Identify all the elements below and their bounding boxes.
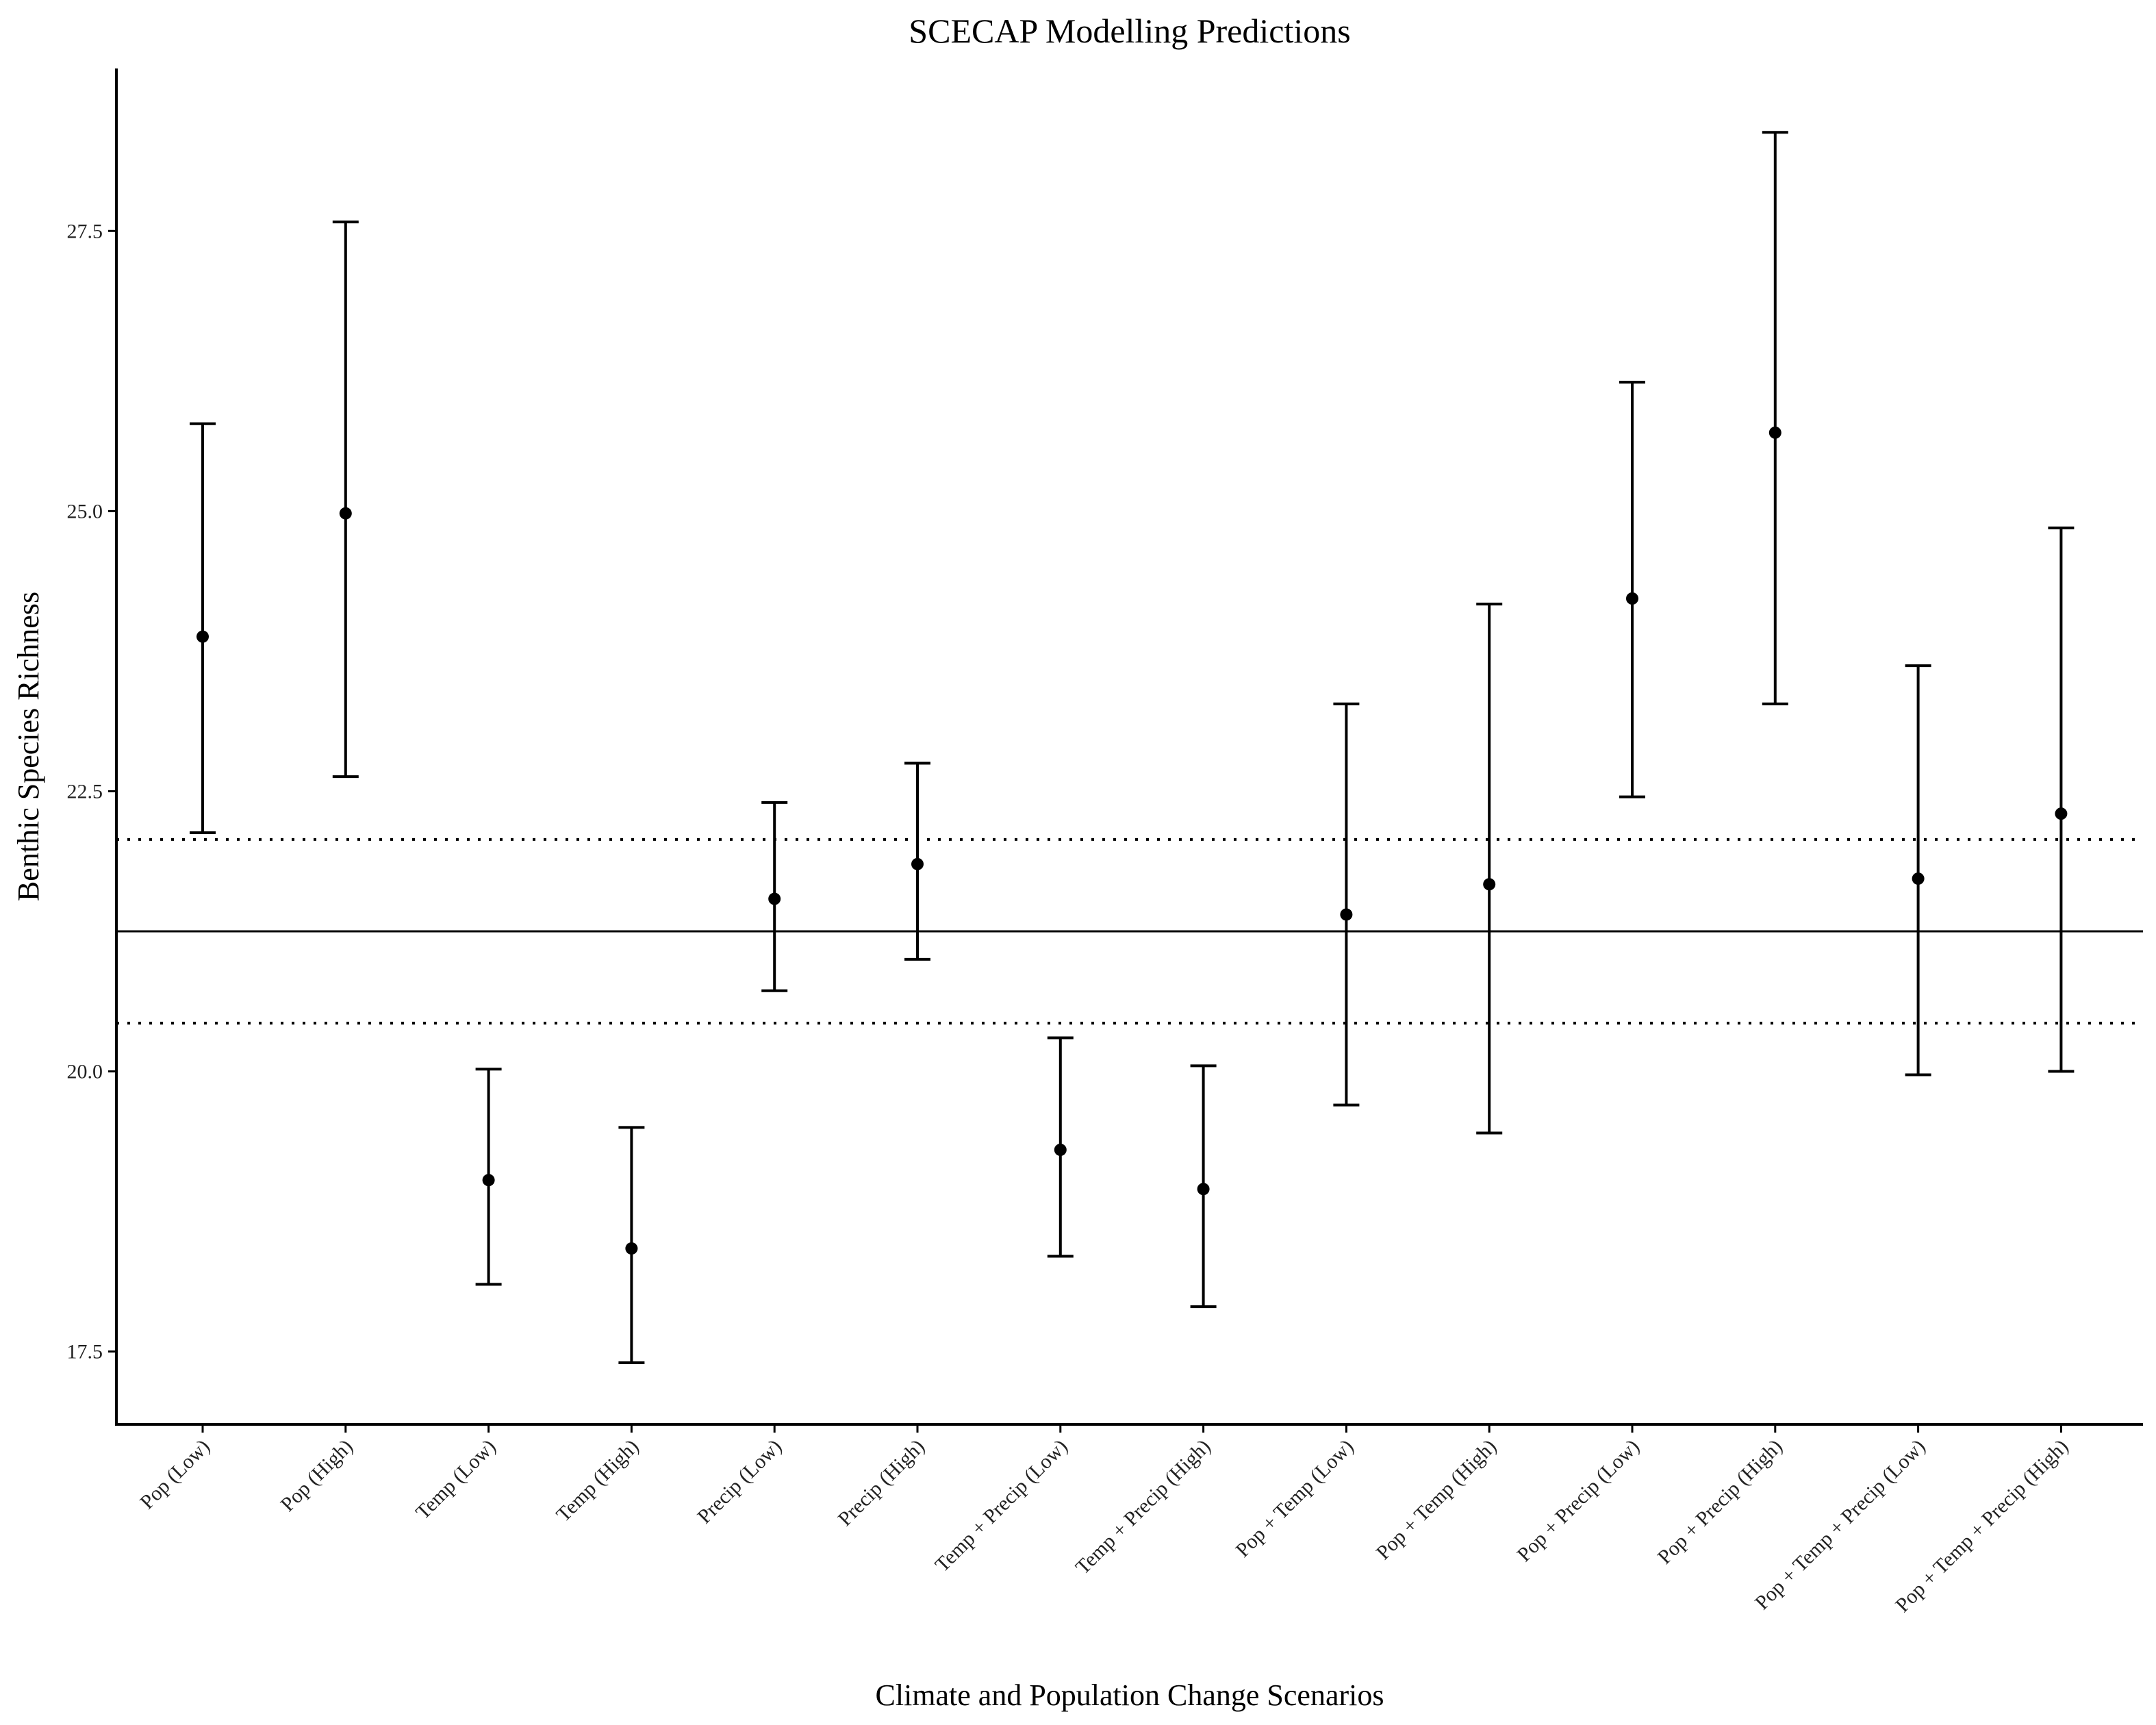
- x-tick-label: Temp + Precip (High): [1071, 1435, 1215, 1579]
- y-tick-label: 25.0: [67, 500, 103, 522]
- x-tick-label: Temp (Low): [411, 1435, 500, 1524]
- data-point: [1054, 1144, 1067, 1157]
- error-bar: [190, 422, 216, 834]
- x-ticks: Pop (Low) Pop (High) Temp (Low) Temp (High)…: [136, 1424, 2072, 1617]
- error-bar: [332, 221, 359, 779]
- y-tick-label: 20.0: [67, 1061, 103, 1083]
- data-point: [1912, 872, 1925, 885]
- x-tick-label: Precip (High): [834, 1435, 929, 1531]
- data-point: [1197, 1183, 1210, 1196]
- chart-title: SCECAP Modelling Predictions: [909, 12, 1350, 50]
- data-point: [196, 630, 209, 643]
- points: [196, 426, 2068, 1255]
- y-tick-label: 27.5: [67, 220, 103, 242]
- error-bar: [1762, 131, 1788, 705]
- data-point: [1483, 878, 1496, 891]
- reference-lines: [116, 838, 2143, 1025]
- x-tick-label: Pop (Low): [136, 1435, 214, 1514]
- data-point: [2055, 807, 2068, 820]
- x-tick-label: Pop + Precip (High): [1653, 1435, 1787, 1569]
- error-bar: [2048, 526, 2075, 1073]
- data-point: [1626, 592, 1638, 605]
- x-tick-label: Pop + Temp (Low): [1231, 1435, 1358, 1562]
- x-axis-title: Climate and Population Change Scenarios: [876, 1678, 1384, 1712]
- y-tick-label: 22.5: [67, 780, 103, 803]
- data-point: [1340, 908, 1353, 921]
- x-tick-label: Pop + Temp + Precip (Low): [1751, 1435, 1930, 1615]
- y-axis-title: Benthic Species Richness: [12, 592, 45, 901]
- y-tick-label: 17.5: [67, 1341, 103, 1363]
- data-point: [768, 892, 781, 905]
- error-bars: [190, 131, 2075, 1364]
- x-tick-label: Temp + Precip (Low): [930, 1435, 1071, 1576]
- x-tick-label: Precip (Low): [693, 1435, 786, 1528]
- data-point: [1768, 426, 1781, 439]
- x-tick-label: Temp (High): [552, 1435, 643, 1526]
- y-ticks: 17.5 20.0 22.5 25.0 27.5: [67, 220, 116, 1363]
- data-point: [625, 1242, 638, 1255]
- error-bar: [1476, 603, 1503, 1135]
- data-point: [482, 1174, 495, 1187]
- data-point: [339, 507, 352, 520]
- error-bar: [1905, 664, 1931, 1076]
- axes: [115, 68, 2143, 1426]
- error-bar: [1333, 702, 1360, 1107]
- x-tick-label: Pop + Temp (High): [1372, 1435, 1501, 1564]
- error-bar: [1619, 381, 1645, 798]
- x-tick-label: Pop + Precip (Low): [1513, 1435, 1644, 1566]
- data-point: [911, 857, 924, 870]
- x-tick-label: Pop (High): [277, 1435, 357, 1516]
